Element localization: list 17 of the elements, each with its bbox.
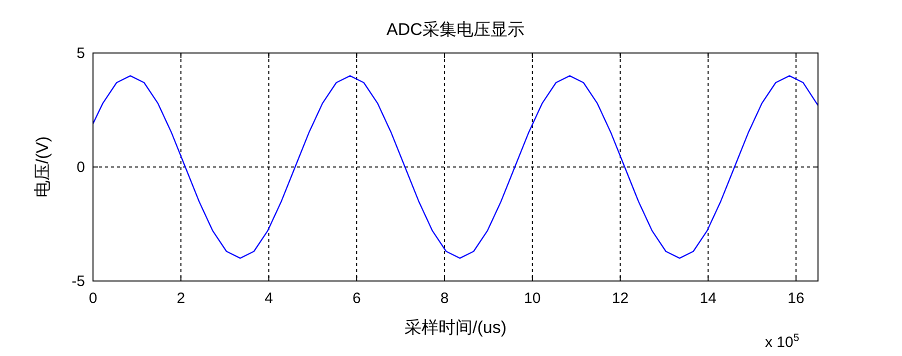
x-axis-title: 采样时间/(us) [404, 318, 506, 337]
x-tick-label: 16 [788, 290, 804, 307]
x-tick-label: 12 [612, 290, 629, 307]
y-tick-label: 5 [76, 45, 85, 62]
x-tick-label: 6 [352, 290, 361, 307]
line-series [92, 75, 819, 259]
y-tick-label: 0 [76, 159, 85, 176]
x-tick-label: 4 [264, 290, 273, 307]
y-axis-title: 电压/(V) [33, 136, 52, 198]
x-tick-label: 14 [700, 290, 716, 307]
y-tick-label: -5 [72, 273, 85, 290]
x-tick-label: 10 [524, 290, 541, 307]
x-tick-label: 8 [440, 290, 449, 307]
x-tick-label: 0 [88, 290, 98, 307]
chart-title: ADC采集电压显示 [386, 20, 524, 39]
x-tick-label: 2 [176, 290, 186, 307]
text: x 10$^{5}$ [765, 332, 800, 351]
